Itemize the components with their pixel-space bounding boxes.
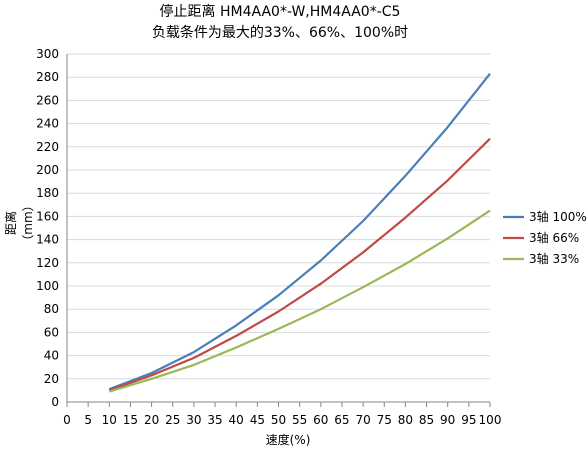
x-tick-label: 80 xyxy=(398,413,413,427)
legend-label: 3轴 100% xyxy=(529,209,587,224)
y-tick-label: 220 xyxy=(36,140,59,154)
y-tick-label: 160 xyxy=(36,209,59,223)
y-tick-label: 280 xyxy=(36,70,59,84)
x-tick-label: 100 xyxy=(479,413,502,427)
y-tick-label: 180 xyxy=(36,186,59,200)
chart-title-line2: 负载条件为最大的33%、66%、100%时 xyxy=(151,25,409,41)
y-tick-label: 200 xyxy=(36,163,59,177)
y-tick-label: 260 xyxy=(36,93,59,107)
y-tick-label: 240 xyxy=(36,117,59,131)
x-tick-label: 90 xyxy=(440,413,455,427)
x-tick-label: 25 xyxy=(165,413,180,427)
x-tick-label: 30 xyxy=(186,413,201,427)
x-tick-label: 40 xyxy=(229,413,244,427)
x-tick-label: 10 xyxy=(102,413,117,427)
chart-title: 停止距离 HM4AA0*-W,HM4AA0*-C5 负载条件为最大的33%、66… xyxy=(0,2,560,44)
x-tick-label: 75 xyxy=(377,413,392,427)
x-tick-label: 65 xyxy=(334,413,349,427)
y-tick-label: 40 xyxy=(44,349,59,363)
series-line xyxy=(108,209,491,393)
legend-label: 3轴 33% xyxy=(529,251,579,266)
legend-label: 3轴 66% xyxy=(529,230,579,245)
x-tick-label: 35 xyxy=(207,413,222,427)
x-tick-label: 15 xyxy=(123,413,138,427)
series-line xyxy=(108,137,491,392)
x-tick-label: 0 xyxy=(63,413,71,427)
y-tick-label: 300 xyxy=(36,47,59,61)
y-tick-label: 120 xyxy=(36,256,59,270)
y-tick-label: 80 xyxy=(44,302,59,316)
axes: 0204060801001201401601802002202402602803… xyxy=(36,47,501,427)
x-tick-label: 50 xyxy=(271,413,286,427)
x-tick-label: 85 xyxy=(419,413,434,427)
x-tick-label: 55 xyxy=(292,413,307,427)
x-tick-label: 20 xyxy=(144,413,159,427)
series-line xyxy=(108,73,491,391)
legend: 3轴 100% 3轴 66% 3轴 33% xyxy=(503,209,587,266)
chart-title-line1: 停止距离 HM4AA0*-W,HM4AA0*-C5 xyxy=(159,4,401,20)
y-tick-label: 0 xyxy=(51,395,59,409)
x-tick-label: 60 xyxy=(313,413,328,427)
y-tick-label: 140 xyxy=(36,233,59,247)
x-axis-label: 速度(%) xyxy=(265,433,311,447)
x-tick-label: 95 xyxy=(461,413,476,427)
x-tick-label: 70 xyxy=(355,413,370,427)
y-tick-label: 20 xyxy=(44,372,59,386)
y-tick-label: 100 xyxy=(36,279,59,293)
series xyxy=(108,73,491,393)
x-tick-label: 45 xyxy=(250,413,265,427)
x-tick-label: 5 xyxy=(84,413,92,427)
y-tick-label: 60 xyxy=(44,325,59,339)
